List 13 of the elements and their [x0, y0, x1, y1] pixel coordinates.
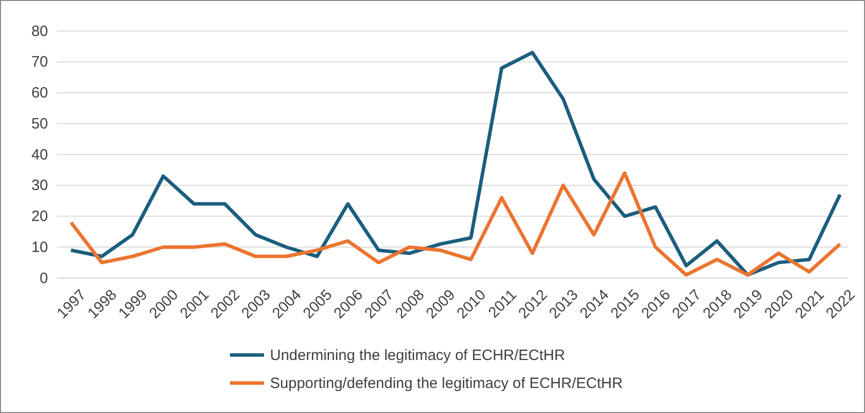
y-tick-label: 60 [31, 84, 48, 102]
y-tick-label: 0 [40, 270, 48, 287]
line-series [69, 50, 842, 277]
legend-label: Undermining the legitimacy of ECHR/ECtHR [270, 347, 566, 364]
y-tick-label: 80 [31, 22, 48, 40]
legend-label: Supporting/defending the legitimacy of ECHR/ECtHR [270, 375, 623, 392]
y-tick-label: 70 [31, 54, 48, 71]
line-series [69, 171, 842, 277]
y-tick-label: 10 [31, 238, 48, 256]
y-tick-label: 50 [31, 115, 48, 132]
y-tick-label: 20 [31, 208, 48, 226]
y-tick-label: 40 [31, 146, 48, 164]
y-tick-label: 30 [31, 177, 48, 194]
